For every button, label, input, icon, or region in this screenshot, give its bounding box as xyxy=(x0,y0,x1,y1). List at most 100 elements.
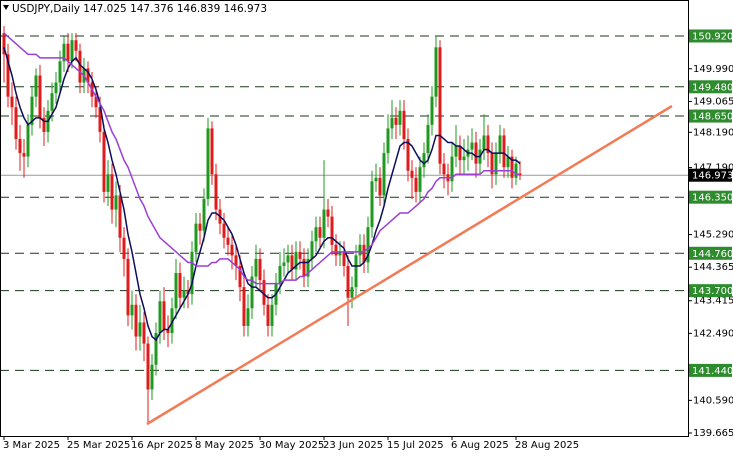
y-tick-label: 140.590 xyxy=(693,395,733,406)
candle-body xyxy=(42,117,46,132)
candle-body xyxy=(150,364,154,390)
level-label: 148.650 xyxy=(692,112,733,123)
symbol: USDJPY,Daily xyxy=(12,3,80,15)
candle-body xyxy=(378,177,382,196)
candle-body xyxy=(174,273,178,309)
candle-body xyxy=(410,170,414,178)
candle-body xyxy=(254,258,258,277)
candle-body xyxy=(342,251,346,266)
candle-body xyxy=(66,43,70,62)
trendline xyxy=(146,104,673,426)
candle-body xyxy=(362,244,366,263)
candle-body xyxy=(210,128,214,175)
y-tick-label: 148.190 xyxy=(693,127,733,138)
candle-body xyxy=(374,177,378,182)
level-box xyxy=(689,363,732,377)
y-tick-label: 149.990 xyxy=(693,64,733,75)
candle-body xyxy=(334,244,338,256)
candle-body xyxy=(22,153,26,157)
candle-body xyxy=(242,287,246,326)
menu-arrow xyxy=(3,5,9,10)
candle-body xyxy=(154,332,158,365)
candle-body xyxy=(262,280,266,305)
candle-body xyxy=(138,322,142,337)
candle-body xyxy=(354,255,358,288)
candle-body xyxy=(38,75,42,118)
x-tick-label: 23 Jun 2025 xyxy=(323,440,383,451)
candle-body xyxy=(418,167,422,192)
candle-body xyxy=(54,82,58,94)
candle-body xyxy=(238,265,242,288)
candle-body xyxy=(450,156,454,182)
candle-body xyxy=(234,255,238,266)
candle-body xyxy=(214,174,218,210)
y-tick-label: 143.415 xyxy=(693,296,733,307)
candle-body xyxy=(402,110,406,139)
candle-body xyxy=(34,75,38,97)
candle-body xyxy=(6,54,10,97)
candle-body xyxy=(370,181,374,228)
candle-body xyxy=(454,146,458,157)
candle-body xyxy=(130,304,134,316)
moving-average xyxy=(3,47,521,342)
level-label: 144.760 xyxy=(692,249,733,260)
candle-body xyxy=(330,216,334,245)
candle-body xyxy=(134,304,138,337)
level-label: 141.440 xyxy=(692,366,733,377)
level-box xyxy=(689,246,732,260)
candle-body xyxy=(266,304,270,326)
candle-body xyxy=(382,153,386,196)
candle-body xyxy=(250,276,254,309)
candle-body xyxy=(494,153,498,175)
high-value: 147.376 xyxy=(130,3,174,15)
candle-body xyxy=(350,287,354,298)
candle-body xyxy=(166,329,170,333)
candle-body xyxy=(398,110,402,125)
candle-body xyxy=(414,177,418,192)
x-tick-label: 28 Aug 2025 xyxy=(515,440,579,451)
candle-body xyxy=(290,255,294,270)
candle-body xyxy=(422,153,426,168)
candle-body xyxy=(482,135,486,150)
candle-body xyxy=(310,241,314,259)
candle-body xyxy=(394,117,398,125)
candle-body xyxy=(338,251,342,256)
candle-body xyxy=(366,227,370,263)
x-tick-label: 3 Mar 2025 xyxy=(3,440,60,451)
candle-body xyxy=(78,50,82,83)
candle-body xyxy=(286,255,290,263)
level-label: 146.350 xyxy=(692,193,733,204)
candle-body xyxy=(194,223,198,252)
candle-body xyxy=(74,40,78,51)
candle-body xyxy=(486,135,490,154)
candle-body xyxy=(430,96,434,125)
low-value: 146.839 xyxy=(177,3,220,15)
candle-body xyxy=(474,142,478,164)
candle-body xyxy=(126,258,130,316)
candle-body xyxy=(226,237,230,245)
candle-body xyxy=(306,258,310,277)
candle-body xyxy=(202,198,206,231)
candle-body xyxy=(206,128,210,199)
candle-body xyxy=(510,156,514,178)
candle-body xyxy=(298,251,302,259)
candle-body xyxy=(26,124,30,157)
candle-body xyxy=(106,174,110,192)
price-box xyxy=(689,168,732,182)
candle-body xyxy=(182,290,186,298)
candle-body xyxy=(50,93,54,111)
candle-body xyxy=(142,322,146,344)
candle-body xyxy=(258,258,262,281)
candle-body xyxy=(14,107,18,139)
candle-body xyxy=(358,244,362,256)
y-tick-label: 144.365 xyxy=(693,262,733,273)
x-tick-label: 30 May 2025 xyxy=(259,440,324,451)
candle-body xyxy=(198,223,202,231)
candle-body xyxy=(58,61,62,83)
candle-body xyxy=(70,40,74,62)
candle-body xyxy=(406,138,410,171)
candle-body xyxy=(506,156,510,168)
y-tick-label: 139.665 xyxy=(693,428,733,439)
candle-body xyxy=(294,251,298,270)
